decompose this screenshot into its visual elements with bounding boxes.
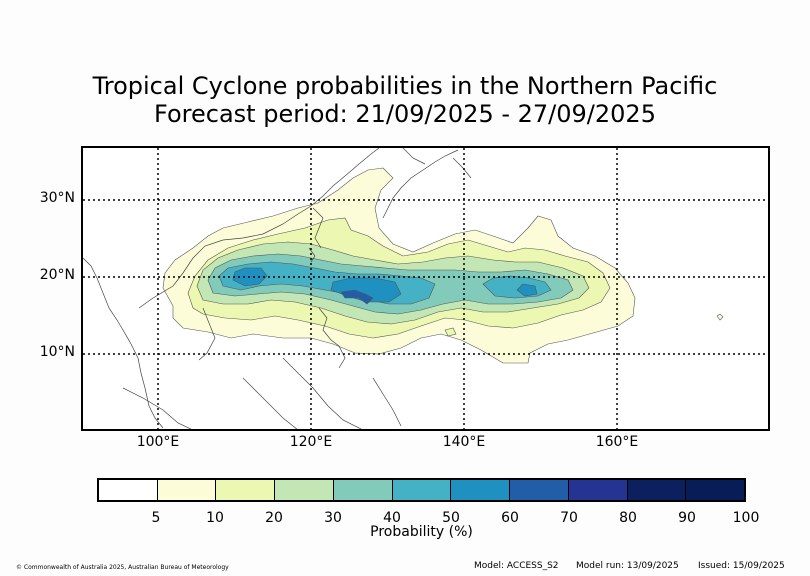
colorbar-tick-label: 70: [560, 510, 578, 526]
probability-contours: [162, 167, 724, 364]
chart-title: Tropical Cyclone probabilities in the No…: [92, 72, 718, 100]
copyright-notice: © Commonwealth of Australia 2025, Austra…: [16, 564, 229, 571]
colorbar-segment: [627, 480, 687, 500]
colorbar-tick-label: 20: [265, 510, 283, 526]
lat-label-10n: 10°N: [39, 344, 75, 360]
colorbar-tick-label: 5: [151, 510, 161, 526]
contour-60: [340, 289, 374, 305]
colorbar-segment: [392, 480, 452, 500]
colorbar-label: Probability (%): [370, 524, 473, 540]
colorbar-tick-label: 100: [732, 510, 760, 526]
colorbar-segment: [157, 480, 217, 500]
colorbar-segment: [99, 480, 158, 500]
lon-label-160e: 160°E: [595, 434, 639, 450]
lat-label-20n: 20°N: [39, 267, 75, 283]
colorbar-tick-label: 30: [324, 510, 342, 526]
colorbar-segment: [686, 480, 745, 500]
probability-map: [81, 146, 770, 431]
colorbar: [97, 478, 746, 502]
map-canvas: [83, 148, 768, 429]
colorbar-tick-label: 40: [383, 510, 401, 526]
issued-date: Issued: 15/09/2025: [698, 561, 785, 571]
model-run: Model run: 13/09/2025: [576, 561, 679, 571]
colorbar-segment: [568, 480, 628, 500]
contour-50: [232, 267, 538, 303]
model-name: Model: ACCESS_S2: [474, 561, 559, 571]
contour-5-small: [716, 313, 724, 321]
colorbar-segment: [333, 480, 393, 500]
forecast-period: Forecast period: 21/09/2025 - 27/09/2025: [154, 100, 656, 128]
colorbar-segment: [451, 480, 511, 500]
lon-label-120e: 120°E: [289, 434, 333, 450]
lon-label-140e: 140°E: [442, 434, 486, 450]
colorbar-tick-label: 10: [206, 510, 224, 526]
contour-10-small: [444, 327, 457, 337]
lat-label-30n: 30°N: [39, 190, 75, 206]
colorbar-tick-label: 90: [678, 510, 696, 526]
coastlines: [83, 148, 472, 429]
colorbar-tick-label: 50: [442, 510, 460, 526]
colorbar-segment: [510, 480, 569, 500]
colorbar-segment: [275, 480, 334, 500]
lon-label-100e: 100°E: [136, 434, 180, 450]
colorbar-tick-label: 80: [619, 510, 637, 526]
colorbar-tick-label: 60: [501, 510, 519, 526]
colorbar-segment: [216, 480, 276, 500]
